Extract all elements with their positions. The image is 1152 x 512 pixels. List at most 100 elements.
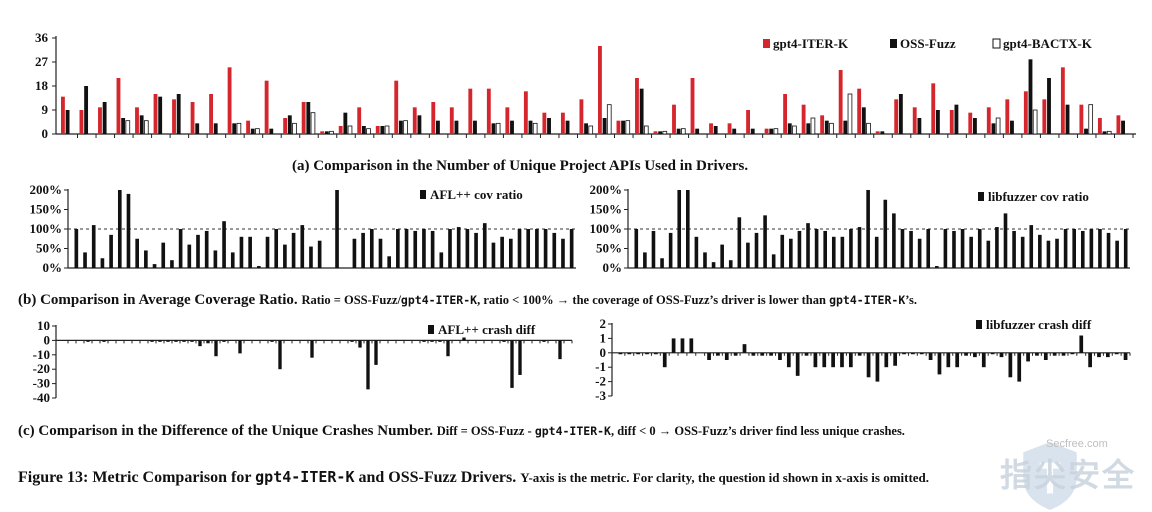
- b1-bar: [413, 230, 418, 268]
- b1-legend-swatch: [420, 190, 426, 199]
- b1-bar: [144, 250, 148, 268]
- c2-bar: [1088, 352, 1092, 368]
- b1-bar: [422, 229, 426, 268]
- a-bar-gpt4-bactx-k: [143, 120, 149, 135]
- b2-bar: [1003, 213, 1008, 268]
- c2-bar: [1070, 352, 1075, 355]
- c2-bar: [1105, 352, 1110, 358]
- c2-bar: [857, 352, 862, 356]
- c1-legend-label: AFL++ crash diff: [438, 322, 536, 337]
- a-bar-gpt4-bactx-k: [329, 130, 334, 135]
- c2-bar: [875, 352, 880, 382]
- c2-bar: [1052, 352, 1057, 356]
- b2-bar: [1098, 229, 1102, 268]
- a-bar-gpt4-iter-k: [838, 70, 843, 134]
- b2-bar: [754, 232, 759, 268]
- c2-bar: [1017, 352, 1022, 382]
- a-bar-gpt4-iter-k: [468, 88, 473, 134]
- a-bar-oss-fuzz: [991, 123, 996, 134]
- a-y-tick-label: 9: [42, 102, 49, 117]
- b2-bar: [926, 229, 931, 268]
- b2-bar: [849, 229, 853, 268]
- c2-y-tick-label: 1: [600, 330, 607, 345]
- a-bar-oss-fuzz: [676, 128, 681, 134]
- a-bar-gpt4-iter-k: [949, 110, 954, 134]
- a-bar-gpt4-iter-k: [560, 112, 565, 134]
- b1-bar: [117, 190, 122, 268]
- c2-bar: [848, 352, 853, 368]
- c2-bar: [990, 352, 995, 355]
- a-bar-gpt4-iter-k: [227, 67, 232, 134]
- a-bar-gpt4-iter-k: [616, 120, 621, 134]
- c2-bar: [645, 352, 649, 355]
- c2-y-tick-label: -3: [595, 388, 606, 403]
- a-bar-gpt4-iter-k: [894, 99, 899, 134]
- a-bar-oss-fuzz: [732, 128, 737, 134]
- c2-bar: [804, 352, 809, 356]
- b2-bar: [1115, 240, 1119, 268]
- a-bar-gpt4-bactx-k: [532, 122, 538, 135]
- c2-bar: [689, 338, 694, 353]
- caption-b: (b) Comparison in Average Coverage Ratio…: [18, 292, 917, 309]
- a-bar-gpt4-bactx-k: [625, 120, 631, 135]
- b2-bar: [1089, 229, 1094, 268]
- c1-bar: [422, 340, 426, 342]
- a-bar-oss-fuzz: [436, 120, 440, 134]
- b2-bar: [677, 190, 682, 268]
- c2-bar: [866, 352, 871, 378]
- a-bar-gpt4-iter-k: [672, 104, 676, 134]
- c1-bar: [510, 340, 514, 388]
- a-bar-gpt4-iter-k: [375, 126, 380, 134]
- b1-bar: [517, 229, 522, 268]
- a-bar-oss-fuzz: [65, 110, 70, 134]
- b2-bar: [814, 229, 819, 268]
- a-bar-oss-fuzz: [787, 123, 792, 134]
- b2-bar: [1046, 240, 1051, 268]
- c1-bar: [102, 340, 106, 342]
- a-bar-gpt4-bactx-k: [384, 125, 390, 135]
- a-bar-gpt4-iter-k: [783, 94, 788, 134]
- c2-bar: [919, 352, 924, 355]
- c1-legend-swatch: [428, 325, 434, 334]
- b1-bar: [230, 252, 235, 268]
- c2-bar: [786, 352, 791, 368]
- a-bar-gpt4-iter-k: [190, 102, 195, 134]
- a-bar-oss-fuzz: [973, 118, 977, 134]
- a-bar-oss-fuzz: [398, 120, 403, 134]
- a-bar-gpt4-iter-k: [431, 102, 436, 134]
- c2-bar: [973, 352, 977, 358]
- a-legend-label: OSS-Fuzz: [900, 36, 956, 51]
- a-bar-oss-fuzz: [639, 88, 644, 134]
- a-bar-gpt4-iter-k: [172, 99, 176, 134]
- a-bar-oss-fuzz: [250, 128, 255, 134]
- a-bar-gpt4-bactx-k: [588, 125, 594, 135]
- c1-bar: [158, 340, 162, 342]
- c2-bar: [654, 352, 658, 355]
- a-y-tick-label: 36: [35, 30, 49, 45]
- a-bar-gpt4-iter-k: [986, 107, 991, 134]
- a-bar-oss-fuzz: [232, 123, 237, 134]
- b2-bar: [1012, 230, 1016, 268]
- a-bar-gpt4-iter-k: [931, 83, 936, 134]
- c1-bar: [374, 340, 378, 365]
- c2-bar: [795, 352, 800, 376]
- c2-y-tick-label: 2: [600, 316, 607, 331]
- b2-bar: [909, 230, 913, 268]
- b2-bar: [883, 199, 888, 268]
- a-bar-gpt4-bactx-k: [1088, 104, 1094, 135]
- c2-bar: [999, 352, 1004, 358]
- b2-bar: [1072, 229, 1076, 268]
- a-bar-oss-fuzz: [528, 120, 533, 134]
- a-bar-gpt4-iter-k: [61, 96, 65, 134]
- c2-bar: [822, 352, 827, 368]
- watermark-logo-icon: [1023, 442, 1077, 510]
- a-legend-swatch: [890, 39, 897, 48]
- c2-bar: [946, 352, 951, 368]
- a-bar-oss-fuzz: [84, 86, 89, 134]
- c1-bar: [438, 340, 442, 342]
- a-bar-gpt4-bactx-k: [1032, 109, 1038, 135]
- a-bar-gpt4-bactx-k: [495, 122, 501, 135]
- c2-bar: [902, 352, 906, 355]
- c1-bar: [462, 337, 466, 341]
